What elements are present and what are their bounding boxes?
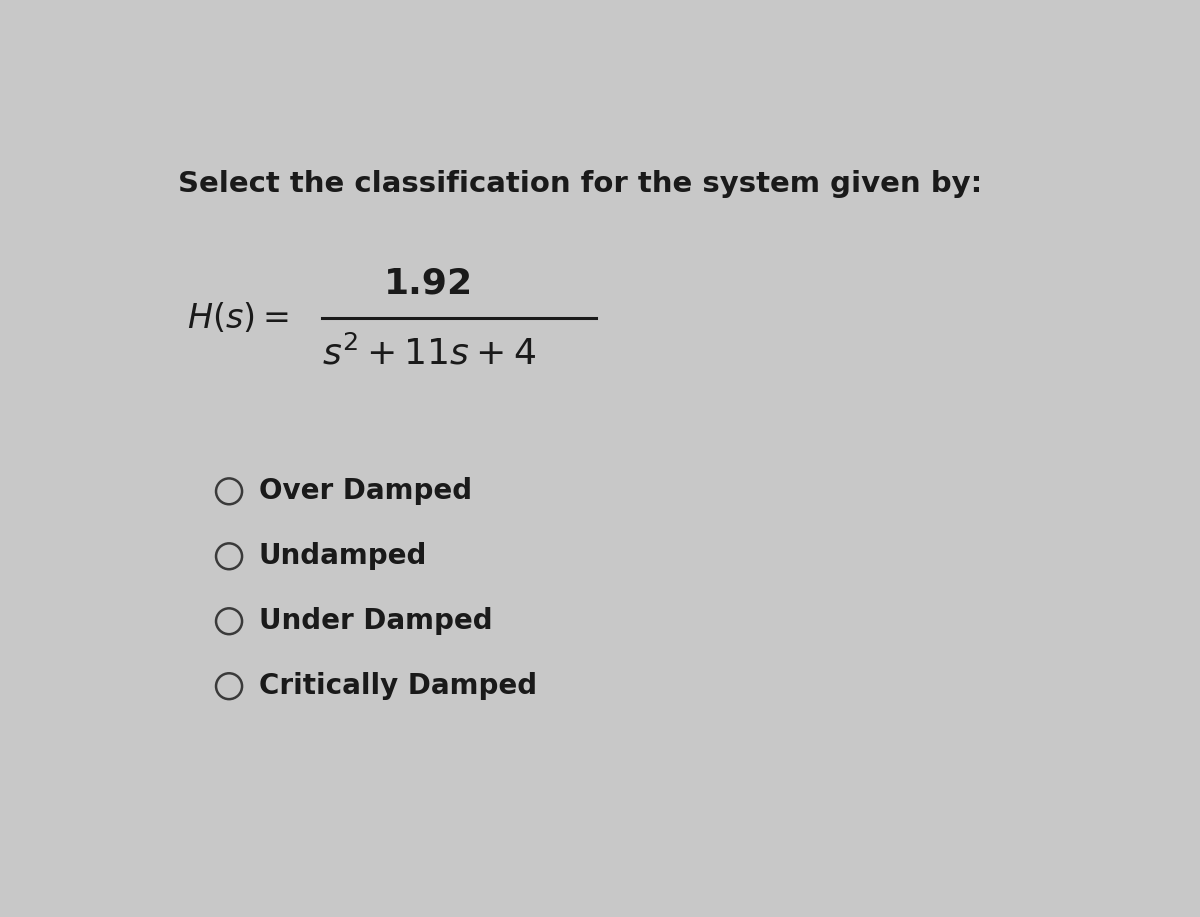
Text: 1.92: 1.92: [384, 266, 474, 300]
Text: Critically Damped: Critically Damped: [259, 672, 536, 701]
Text: $s^2 + 11s + 4$: $s^2 + 11s + 4$: [322, 336, 536, 371]
Text: Select the classification for the system given by:: Select the classification for the system…: [178, 171, 982, 198]
Text: $H(s) =$: $H(s) =$: [187, 302, 289, 336]
Text: Undamped: Undamped: [259, 542, 427, 570]
Text: Under Damped: Under Damped: [259, 607, 492, 635]
Text: Over Damped: Over Damped: [259, 478, 472, 505]
